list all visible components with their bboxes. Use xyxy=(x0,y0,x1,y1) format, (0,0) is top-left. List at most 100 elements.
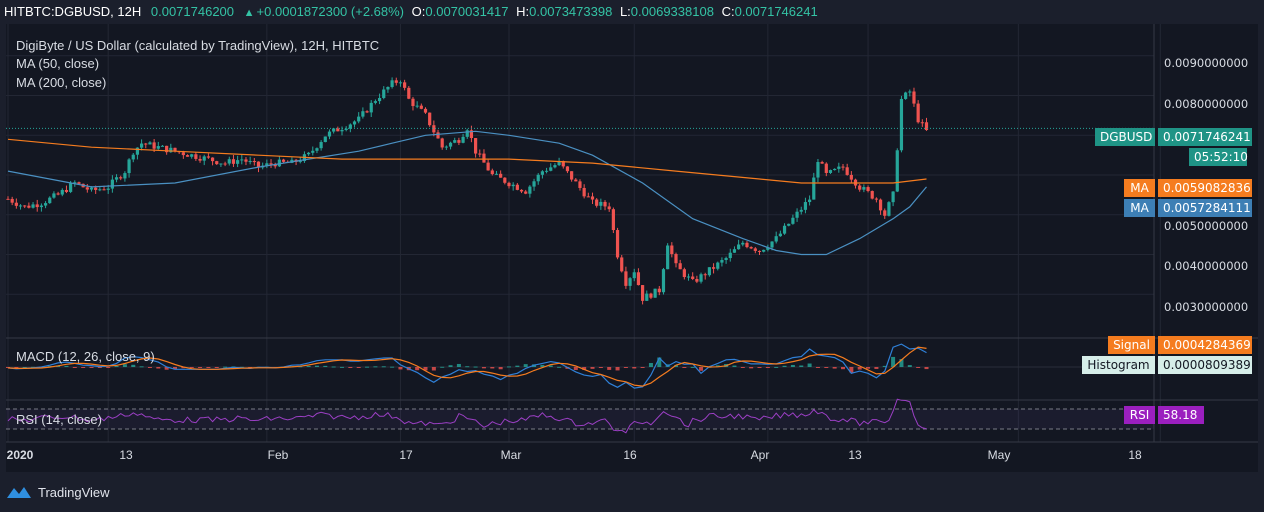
ma200-legend[interactable]: MA (200, close) xyxy=(16,75,107,90)
histogram-bar xyxy=(223,366,228,368)
candle-body xyxy=(231,159,236,164)
candle-body xyxy=(444,146,448,148)
x-tick-label: Feb xyxy=(267,448,289,462)
histogram-bar xyxy=(623,367,628,368)
candle-body xyxy=(503,177,507,183)
symbol-name[interactable]: HITBTC:DGBUSD, 12H xyxy=(4,4,142,19)
histogram-bar xyxy=(440,366,445,368)
candle-body xyxy=(632,272,636,279)
candle-body xyxy=(265,163,269,166)
candle-body xyxy=(641,285,645,301)
histogram-bar xyxy=(774,366,779,368)
candle-body xyxy=(23,205,27,207)
candle-body xyxy=(298,161,302,163)
histogram-bar xyxy=(899,359,904,367)
histogram-bar xyxy=(314,365,319,367)
candle-body xyxy=(787,223,791,226)
ma50-legend[interactable]: MA (50, close) xyxy=(16,56,100,71)
ma200-line xyxy=(7,138,927,184)
histogram-bar xyxy=(557,366,562,368)
candle-body xyxy=(874,198,878,200)
candle-body xyxy=(778,233,782,237)
candle-body xyxy=(215,161,219,165)
candle-body xyxy=(519,189,524,192)
candle-body xyxy=(348,124,352,129)
histogram-bar xyxy=(356,367,361,368)
histogram-bar xyxy=(14,367,19,368)
candle-body xyxy=(812,177,816,200)
candle-body xyxy=(557,161,561,166)
histogram-bar xyxy=(916,367,921,368)
candle-body xyxy=(532,181,536,187)
histogram-bar xyxy=(373,366,378,368)
candle-body xyxy=(544,170,549,172)
histogram-bar xyxy=(598,367,603,368)
candle-body xyxy=(474,138,478,154)
price-tag-value: 0.0071746241 xyxy=(1158,128,1252,146)
candle-body xyxy=(240,159,244,161)
candle-body xyxy=(561,161,565,167)
histogram-bar xyxy=(632,367,637,369)
candle-body xyxy=(428,112,432,126)
candle-body xyxy=(248,161,252,163)
candle-body xyxy=(461,136,465,143)
histogram-bar xyxy=(97,367,102,368)
histogram-bar xyxy=(548,365,553,367)
candle-body xyxy=(114,177,119,180)
candle-body xyxy=(674,254,678,264)
candle-body xyxy=(766,247,770,250)
candle-body xyxy=(110,179,114,189)
candle-body xyxy=(611,209,615,231)
histogram-bar xyxy=(381,366,386,368)
histogram-bar xyxy=(790,364,795,367)
histogram-bar xyxy=(857,367,862,370)
x-tick-label: Apr xyxy=(750,448,770,462)
histogram-bar xyxy=(465,366,470,368)
candle-body xyxy=(73,182,77,184)
candle-body xyxy=(227,159,231,164)
histogram-bar xyxy=(849,367,854,373)
histogram-bar xyxy=(331,366,336,368)
candle-body xyxy=(415,105,419,107)
candle-body xyxy=(511,184,515,187)
candle-body xyxy=(394,80,398,83)
candle-body xyxy=(77,182,81,184)
rsi-tag-value: 58.18 xyxy=(1158,406,1204,424)
candle-body xyxy=(43,203,48,206)
candle-body xyxy=(699,274,703,282)
candle-body xyxy=(795,211,799,218)
candle-body xyxy=(98,189,102,191)
rsi-tag-label: RSI xyxy=(1124,406,1155,424)
histogram-bar xyxy=(198,367,203,368)
x-tick-label: Mar xyxy=(500,448,522,462)
candle-body xyxy=(315,148,319,151)
candle-body xyxy=(336,128,340,132)
candle-body xyxy=(808,199,812,203)
candle-body xyxy=(507,182,511,187)
symbol-header: HITBTC:DGBUSD, 12H 0.0071746200 ▲ +0.0001… xyxy=(0,0,1264,24)
tradingview-brand[interactable]: TradingView xyxy=(6,480,110,504)
rsi-legend[interactable]: RSI (14, close) xyxy=(16,412,102,427)
candle-body xyxy=(924,122,929,131)
ma200-tag-value: 0.0059082836 xyxy=(1158,179,1252,197)
histogram-tag-value: 0.0000809389 xyxy=(1158,356,1252,374)
candle-body xyxy=(14,202,18,206)
histogram-bar xyxy=(657,357,662,367)
candle-body xyxy=(824,163,828,173)
candle-body xyxy=(407,87,411,99)
candle-body xyxy=(582,187,586,197)
histogram-bar xyxy=(365,366,370,368)
histogram-bar xyxy=(924,367,929,370)
chart-canvas[interactable] xyxy=(6,24,1258,472)
candle-body xyxy=(319,142,323,149)
histogram-bar xyxy=(891,356,896,367)
chart-area[interactable]: DigiByte / US Dollar (calculated by Trad… xyxy=(6,24,1258,472)
histogram-bar xyxy=(6,367,10,368)
candle-body xyxy=(895,150,899,192)
x-tick-label: May xyxy=(987,448,1011,462)
candle-body xyxy=(457,140,461,143)
candle-body xyxy=(56,193,60,195)
histogram-bar xyxy=(64,365,69,367)
candle-body xyxy=(85,187,89,190)
macd-legend[interactable]: MACD (12, 26, close, 9) xyxy=(16,349,155,364)
